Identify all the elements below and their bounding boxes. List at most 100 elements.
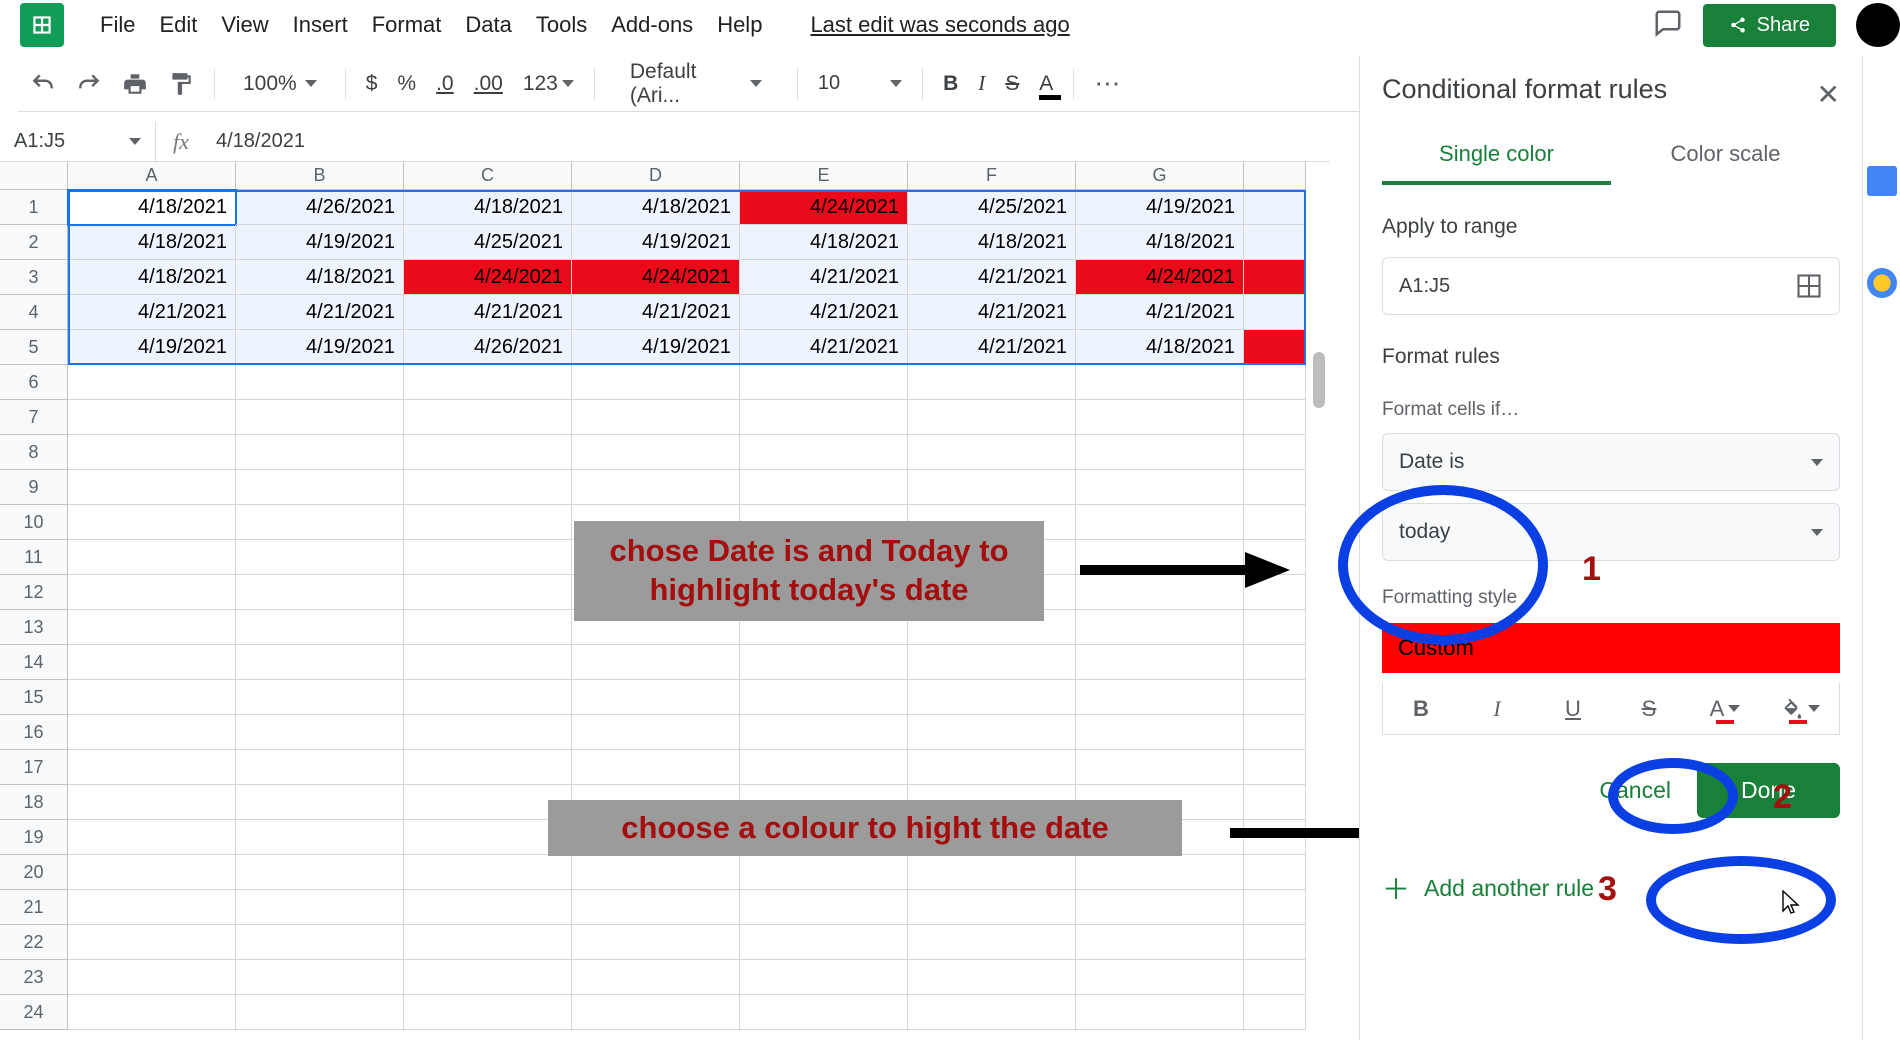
cell[interactable]: [404, 820, 572, 855]
column-header[interactable]: A: [68, 162, 236, 190]
style-fill-color[interactable]: [1763, 683, 1839, 734]
cell[interactable]: 4/24/2021: [404, 260, 572, 295]
row-header[interactable]: 19: [0, 820, 68, 855]
cell[interactable]: [68, 785, 236, 820]
cell[interactable]: [1076, 750, 1244, 785]
cell[interactable]: [236, 750, 404, 785]
cell[interactable]: 4/21/2021: [740, 330, 908, 365]
share-button[interactable]: Share: [1703, 4, 1836, 47]
row-header[interactable]: 6: [0, 365, 68, 400]
undo-icon[interactable]: [30, 71, 56, 97]
cell[interactable]: [68, 855, 236, 890]
cell[interactable]: [236, 645, 404, 680]
cell[interactable]: [1244, 505, 1306, 540]
cell[interactable]: [1076, 470, 1244, 505]
cell[interactable]: [1244, 715, 1306, 750]
cell[interactable]: 4/18/2021: [908, 225, 1076, 260]
cell[interactable]: [68, 820, 236, 855]
cell[interactable]: [68, 890, 236, 925]
done-button[interactable]: Done: [1697, 763, 1840, 818]
cell[interactable]: [908, 470, 1076, 505]
paint-format-icon[interactable]: [168, 71, 194, 97]
cell[interactable]: 4/18/2021: [68, 190, 236, 225]
cell[interactable]: [908, 645, 1076, 680]
cell[interactable]: [740, 715, 908, 750]
row-header[interactable]: 13: [0, 610, 68, 645]
column-header[interactable]: C: [404, 162, 572, 190]
cell[interactable]: [1244, 470, 1306, 505]
bold-button[interactable]: B: [943, 72, 958, 96]
percent-button[interactable]: %: [397, 72, 416, 96]
cell[interactable]: 4/18/2021: [404, 190, 572, 225]
cell[interactable]: [68, 715, 236, 750]
cell[interactable]: 4/18/2021: [1076, 330, 1244, 365]
tab-color-scale[interactable]: Color scale: [1611, 141, 1840, 185]
row-header[interactable]: 4: [0, 295, 68, 330]
cell[interactable]: [908, 855, 1076, 890]
column-header[interactable]: F: [908, 162, 1076, 190]
cell[interactable]: [1076, 995, 1244, 1030]
cell[interactable]: [236, 855, 404, 890]
cell[interactable]: [1244, 400, 1306, 435]
cell[interactable]: [404, 925, 572, 960]
font-select[interactable]: Default (Ari...: [615, 53, 777, 115]
row-header[interactable]: 5: [0, 330, 68, 365]
tab-single-color[interactable]: Single color: [1382, 141, 1611, 185]
cell[interactable]: [236, 890, 404, 925]
cell[interactable]: [68, 400, 236, 435]
cell[interactable]: [908, 365, 1076, 400]
font-size-select[interactable]: 10: [818, 72, 902, 95]
row-header[interactable]: 9: [0, 470, 68, 505]
cell[interactable]: 4/21/2021: [740, 260, 908, 295]
cell[interactable]: [236, 435, 404, 470]
cell[interactable]: [404, 890, 572, 925]
row-header[interactable]: 24: [0, 995, 68, 1030]
cell[interactable]: [68, 960, 236, 995]
row-header[interactable]: 12: [0, 575, 68, 610]
cell[interactable]: [740, 400, 908, 435]
row-header[interactable]: 10: [0, 505, 68, 540]
style-strike[interactable]: S: [1611, 683, 1687, 734]
cell[interactable]: [740, 365, 908, 400]
cell[interactable]: [236, 925, 404, 960]
cell[interactable]: [1244, 960, 1306, 995]
cell[interactable]: [572, 750, 740, 785]
cell[interactable]: [740, 435, 908, 470]
cell[interactable]: 4/18/2021: [236, 260, 404, 295]
cell[interactable]: [404, 610, 572, 645]
cell[interactable]: [572, 715, 740, 750]
cell[interactable]: [1244, 225, 1306, 260]
cell[interactable]: 4/18/2021: [572, 190, 740, 225]
cell[interactable]: [1244, 680, 1306, 715]
column-header[interactable]: [1244, 162, 1306, 190]
cell[interactable]: [572, 925, 740, 960]
cell[interactable]: [1244, 295, 1306, 330]
menu-data[interactable]: Data: [465, 12, 511, 38]
cell[interactable]: [1244, 190, 1306, 225]
cell[interactable]: [908, 890, 1076, 925]
cell[interactable]: [1244, 750, 1306, 785]
cell[interactable]: [236, 610, 404, 645]
cell[interactable]: [572, 995, 740, 1030]
row-header[interactable]: 23: [0, 960, 68, 995]
menu-addons[interactable]: Add-ons: [611, 12, 693, 38]
cell[interactable]: [1244, 330, 1306, 365]
cell[interactable]: [404, 435, 572, 470]
cell[interactable]: [1076, 400, 1244, 435]
cell[interactable]: [1076, 645, 1244, 680]
cell[interactable]: 4/26/2021: [404, 330, 572, 365]
cell[interactable]: [572, 645, 740, 680]
cell[interactable]: [404, 575, 572, 610]
cell[interactable]: [1244, 995, 1306, 1030]
cell[interactable]: [236, 470, 404, 505]
cell[interactable]: [572, 890, 740, 925]
row-header[interactable]: 21: [0, 890, 68, 925]
cell[interactable]: [236, 365, 404, 400]
style-underline[interactable]: U: [1535, 683, 1611, 734]
cell[interactable]: [908, 435, 1076, 470]
cell[interactable]: [908, 995, 1076, 1030]
toolbar-more-button[interactable]: ⋯: [1094, 68, 1122, 99]
cell[interactable]: 4/19/2021: [236, 225, 404, 260]
cell[interactable]: 4/18/2021: [68, 225, 236, 260]
row-header[interactable]: 3: [0, 260, 68, 295]
